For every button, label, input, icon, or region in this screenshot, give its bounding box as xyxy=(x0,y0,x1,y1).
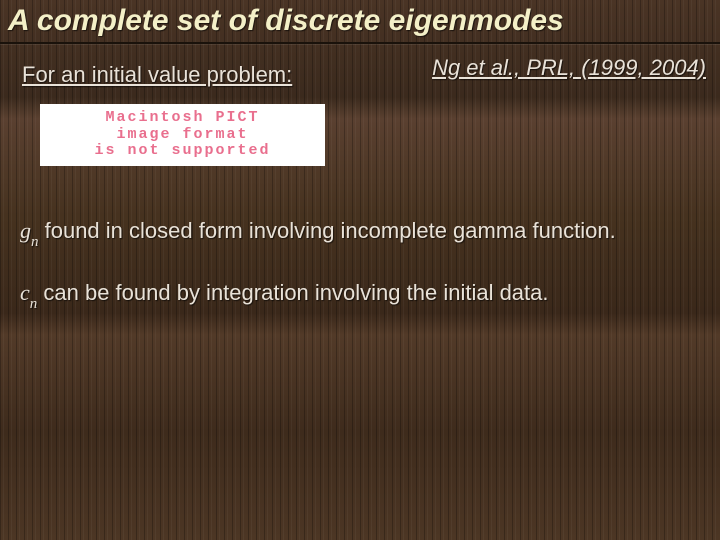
citation: Ng et al., PRL, (1999, 2004) xyxy=(432,55,706,81)
subscript-n: n xyxy=(31,234,39,250)
slide-title: A complete set of discrete eigenmodes xyxy=(8,4,564,38)
line1-rest: found in closed form involving incomplet… xyxy=(39,218,616,243)
body-line-cn: cn can be found by integration involving… xyxy=(20,280,549,310)
slide: A complete set of discrete eigenmodes Fo… xyxy=(0,0,720,540)
subtitle-left: For an initial value problem: xyxy=(22,62,292,88)
body-line-gn: gn found in closed form involving incomp… xyxy=(20,218,616,248)
symbol-g: g xyxy=(20,218,31,243)
subscript-n: n xyxy=(30,296,38,312)
symbol-c: c xyxy=(20,280,30,305)
line2-rest: can be found by integration involving th… xyxy=(37,280,548,305)
title-underline xyxy=(0,42,720,44)
pict-placeholder-box: Macintosh PICT image format is not suppo… xyxy=(40,104,325,166)
pict-placeholder-text: Macintosh PICT image format is not suppo… xyxy=(94,110,270,160)
